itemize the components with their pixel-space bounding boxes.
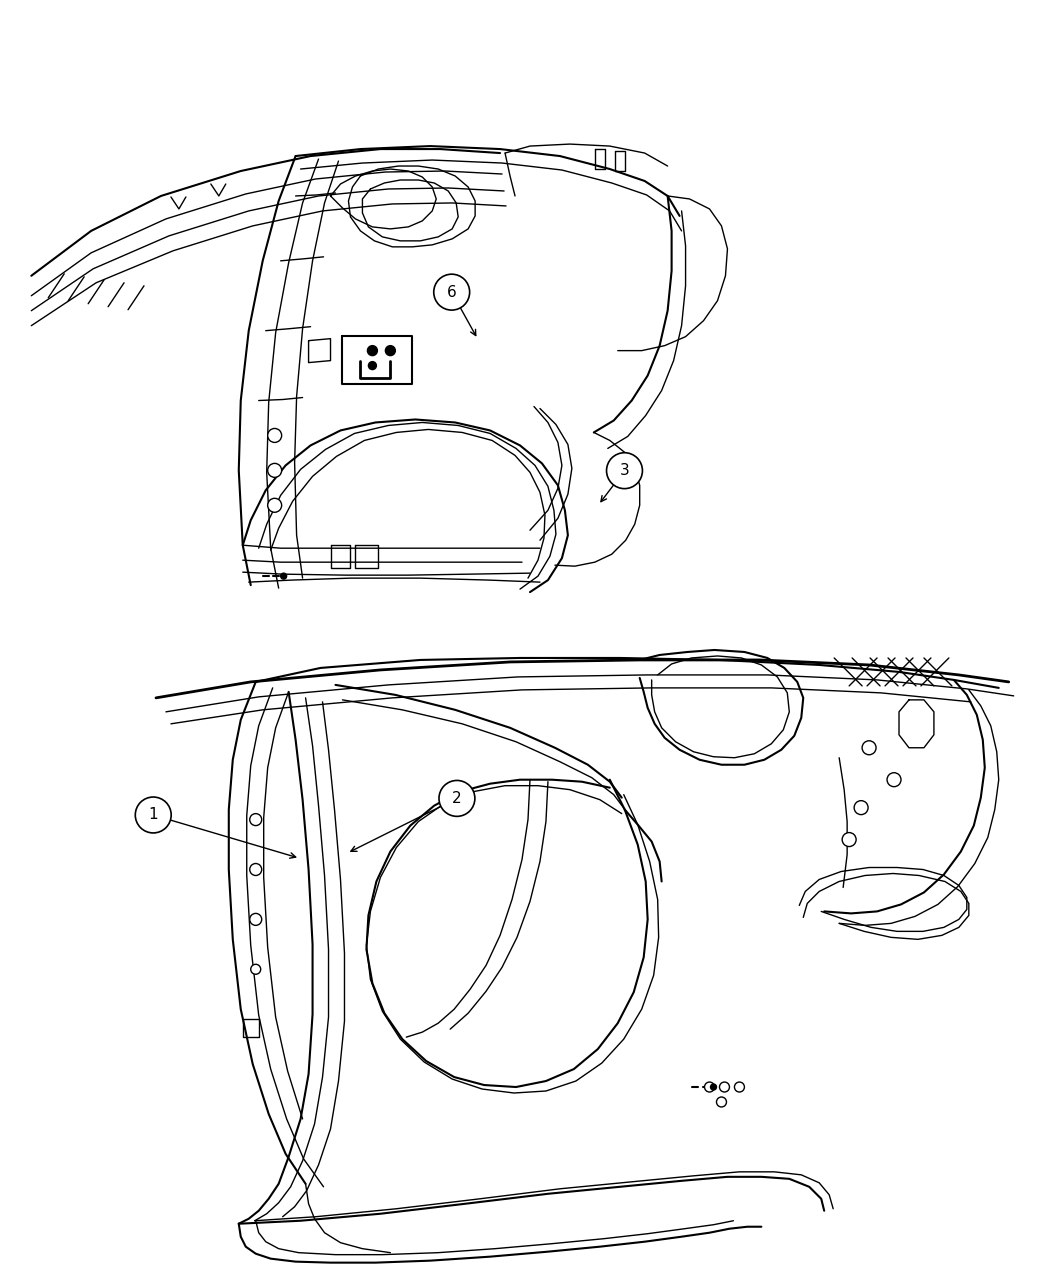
Circle shape	[268, 498, 281, 512]
Circle shape	[368, 345, 377, 355]
Circle shape	[268, 464, 281, 478]
Circle shape	[385, 345, 396, 355]
Circle shape	[887, 773, 901, 787]
Circle shape	[716, 1097, 727, 1107]
Circle shape	[251, 965, 260, 974]
Text: 1: 1	[148, 808, 159, 823]
Circle shape	[439, 781, 475, 817]
Circle shape	[711, 1084, 716, 1090]
Circle shape	[135, 797, 171, 833]
Circle shape	[250, 914, 261, 925]
Circle shape	[250, 864, 261, 875]
Circle shape	[434, 275, 469, 311]
Circle shape	[842, 832, 856, 846]
Circle shape	[719, 1082, 730, 1091]
Circle shape	[250, 814, 261, 826]
Circle shape	[280, 573, 287, 579]
Circle shape	[369, 362, 376, 369]
Circle shape	[854, 800, 868, 814]
Circle shape	[734, 1082, 744, 1091]
Circle shape	[607, 452, 643, 488]
Text: 6: 6	[447, 285, 457, 299]
Circle shape	[705, 1082, 714, 1091]
Text: 3: 3	[620, 463, 629, 478]
Circle shape	[862, 741, 876, 755]
Circle shape	[268, 428, 281, 442]
Text: 2: 2	[453, 791, 462, 806]
